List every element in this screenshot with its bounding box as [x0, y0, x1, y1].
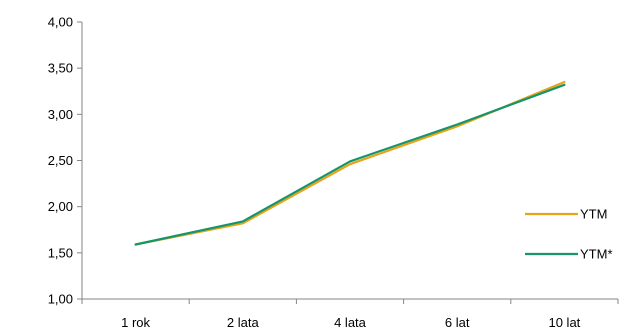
legend-label: YTM [580, 207, 607, 222]
series-lines [134, 80, 566, 246]
x-axis: 1 rok 2 lata 4 lata 6 lat 10 lat [81, 298, 619, 330]
x-tick-label: 10 lat [548, 315, 580, 330]
y-tick-label: 2,00 [48, 199, 73, 214]
y-tick-label: 1,00 [48, 292, 73, 307]
series-line-ytm [134, 80, 566, 246]
y-tick-label: 3,00 [48, 107, 73, 122]
y-tick-label: 3,50 [48, 61, 73, 76]
y-tick-label: 4,00 [48, 15, 73, 30]
x-tick-label: 6 lat [445, 315, 470, 330]
x-tick-label: 2 lata [227, 315, 260, 330]
y-tick-label: 1,50 [48, 245, 73, 260]
x-tick-label: 1 rok [121, 315, 150, 330]
y-axis: 1,00 1,50 2,00 2,50 3,00 3,50 4,00 [48, 15, 83, 307]
legend: YTM YTM* [525, 207, 613, 262]
series-line-ytm-star [134, 83, 566, 246]
y-tick-label: 2,50 [48, 153, 73, 168]
legend-label: YTM* [580, 247, 613, 262]
x-tick-label: 4 lata [334, 315, 367, 330]
